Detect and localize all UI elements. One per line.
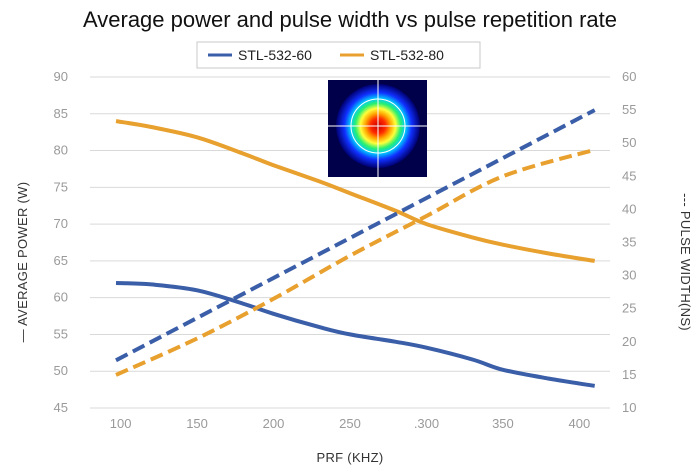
legend-label-stl-532-80: STL-532-80 bbox=[370, 47, 444, 63]
y-right-tick-label: 20 bbox=[622, 334, 636, 349]
y-right-tick-label: 25 bbox=[622, 301, 636, 316]
y-left-tick-label: 45 bbox=[54, 400, 68, 415]
y-right-tick-label: 45 bbox=[622, 168, 636, 183]
legend-label-stl-532-60: STL-532-60 bbox=[238, 47, 312, 63]
y-right-tick-label: 15 bbox=[622, 367, 636, 382]
x-tick-label: 200 bbox=[263, 416, 285, 431]
y-right-tick-label: 35 bbox=[622, 235, 636, 250]
y-right-tick-label: 10 bbox=[622, 400, 636, 415]
y-axis-right-label: --- PULSE WIDTH(NS) bbox=[678, 193, 693, 331]
legend: STL-532-60 STL-532-80 bbox=[196, 41, 481, 69]
y-left-tick-label: 85 bbox=[54, 106, 68, 121]
tick-labels: 45 50 55 60 65 70 75 80 85 90 10 15 20 25 30 35 40 45 50 55… bbox=[54, 69, 637, 431]
x-tick-label: .300 bbox=[414, 416, 439, 431]
y-left-tick-label: 65 bbox=[54, 253, 68, 268]
x-tick-label: 400 bbox=[569, 416, 591, 431]
y-right-tick-label: 50 bbox=[622, 135, 636, 150]
chart-title: Average power and pulse width vs pulse r… bbox=[83, 7, 617, 32]
y-left-tick-label: 80 bbox=[54, 143, 68, 158]
y-right-tick-label: 40 bbox=[622, 201, 636, 216]
beam-profile-icon bbox=[328, 80, 427, 177]
y-left-tick-label: 70 bbox=[54, 216, 68, 231]
x-tick-label: 100 bbox=[110, 416, 132, 431]
x-tick-label: 350 bbox=[492, 416, 514, 431]
y-axis-left-label: — AVERAGE POWER (W) bbox=[15, 182, 30, 343]
y-right-tick-label: 30 bbox=[622, 268, 636, 283]
y-right-tick-label: 60 bbox=[622, 69, 636, 84]
x-axis-label: PRF (KHZ) bbox=[317, 450, 384, 465]
legend-box bbox=[196, 41, 481, 69]
y-left-tick-label: 50 bbox=[54, 363, 68, 378]
series-line-stl-532-60-pulse-width bbox=[115, 108, 596, 363]
x-tick-label: 150 bbox=[186, 416, 208, 431]
y-right-tick-label: 55 bbox=[622, 102, 636, 117]
series-line-stl-532-80-pulse-width bbox=[115, 147, 596, 377]
y-left-tick-label: 60 bbox=[54, 290, 68, 305]
y-left-tick-label: 55 bbox=[54, 326, 68, 341]
y-left-tick-label: 90 bbox=[54, 69, 68, 84]
series-line-stl-532-80-power bbox=[115, 119, 596, 263]
series-line-stl-532-60-power bbox=[115, 281, 596, 388]
x-tick-label: 250 bbox=[339, 416, 361, 431]
series bbox=[115, 108, 596, 388]
y-left-tick-label: 75 bbox=[54, 179, 68, 194]
